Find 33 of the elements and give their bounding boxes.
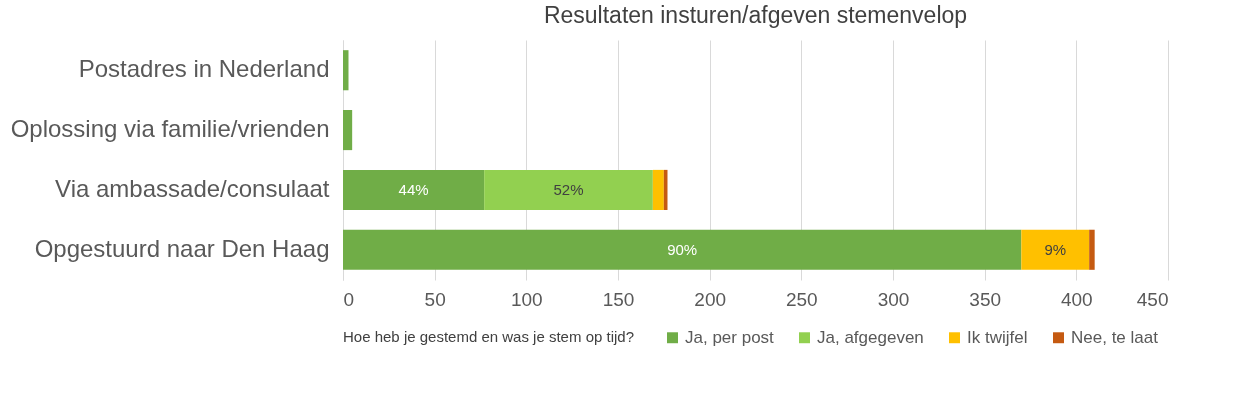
- bar: [1021, 229, 1090, 270]
- annotation: 52%: [553, 180, 584, 198]
- x-tick-label: 250: [785, 288, 818, 310]
- chart-title: Resultaten insturen/afgeven stemenvelop: [543, 2, 968, 28]
- y-tick-label: Oplossing via familie/vrienden: [10, 115, 330, 143]
- legend-label: Ja, afgegeven: [817, 327, 924, 347]
- x-tick-label: 0: [343, 288, 355, 310]
- bar: [652, 169, 664, 210]
- bar: [663, 169, 668, 210]
- bar: [343, 169, 485, 210]
- legend-label: Ik twijfel: [967, 327, 1028, 347]
- bar: [343, 50, 349, 91]
- x-tick-label: 400: [1060, 288, 1093, 310]
- x-tick-label: 350: [969, 288, 1002, 310]
- bar: [343, 110, 353, 151]
- x-tick-label: 450: [1136, 288, 1169, 310]
- x-tick-label: 100: [510, 288, 543, 310]
- legend-label: Nee, te laat: [1071, 327, 1159, 347]
- y-tick-label: Postadres in Nederland: [78, 55, 330, 83]
- annotation: 90%: [667, 240, 698, 258]
- y-tick-label: Opgestuurd naar Den Haag: [34, 234, 330, 262]
- y-tick-label: Via ambassade/consulaat: [55, 174, 330, 202]
- legend-label: Ja, per post: [685, 327, 775, 347]
- x-tick-label: 300: [877, 288, 910, 310]
- x-tick-label: 50: [424, 288, 446, 310]
- x-tick-label: 150: [602, 288, 635, 310]
- x-tick-label: 200: [694, 288, 727, 310]
- bar: [343, 229, 1022, 270]
- annotation: 9%: [1044, 240, 1067, 258]
- bar: [484, 169, 653, 210]
- legend-title: Hoe heb je gestemd en was je stem op tijd?: [343, 328, 634, 345]
- bar: [1089, 229, 1095, 270]
- annotation: 44%: [398, 180, 429, 198]
